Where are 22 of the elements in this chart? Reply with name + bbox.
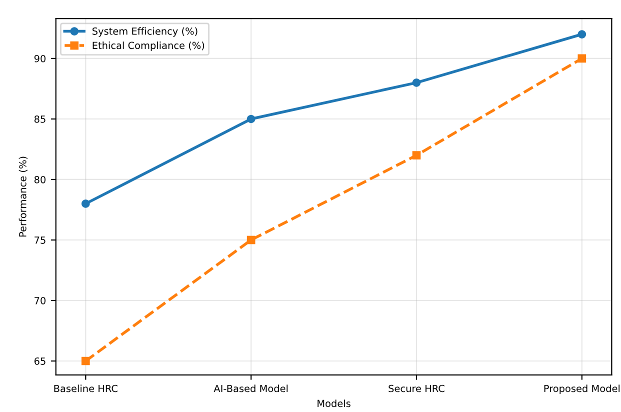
y-tick-label: 65 <box>34 357 46 365</box>
point <box>412 151 421 160</box>
point <box>246 236 256 244</box>
x-tick-label: Secure HRC <box>388 384 444 392</box>
legend-label: System Efficiency (%) <box>92 27 198 37</box>
y-tick-label: 75 <box>34 236 46 244</box>
point <box>578 30 586 38</box>
y-tick-label: 70 <box>34 296 46 304</box>
point <box>82 356 90 366</box>
y-tick-label: 80 <box>34 176 46 184</box>
y-tick-label: 85 <box>34 115 46 123</box>
y-tick-label: 90 <box>34 54 46 62</box>
legend-label: Ethical Compliance (%) <box>92 42 204 51</box>
x-tick-label: Proposed Model <box>544 384 620 394</box>
point <box>82 200 90 208</box>
x-tick-label: Baseline HRC <box>54 384 118 392</box>
x-axis-title: Models <box>318 400 350 408</box>
point <box>412 78 421 87</box>
point <box>246 114 256 124</box>
y-axis-title: Performance (%) <box>18 156 28 237</box>
x-tick-label: AI-Based Model <box>214 384 288 392</box>
point <box>578 54 586 63</box>
